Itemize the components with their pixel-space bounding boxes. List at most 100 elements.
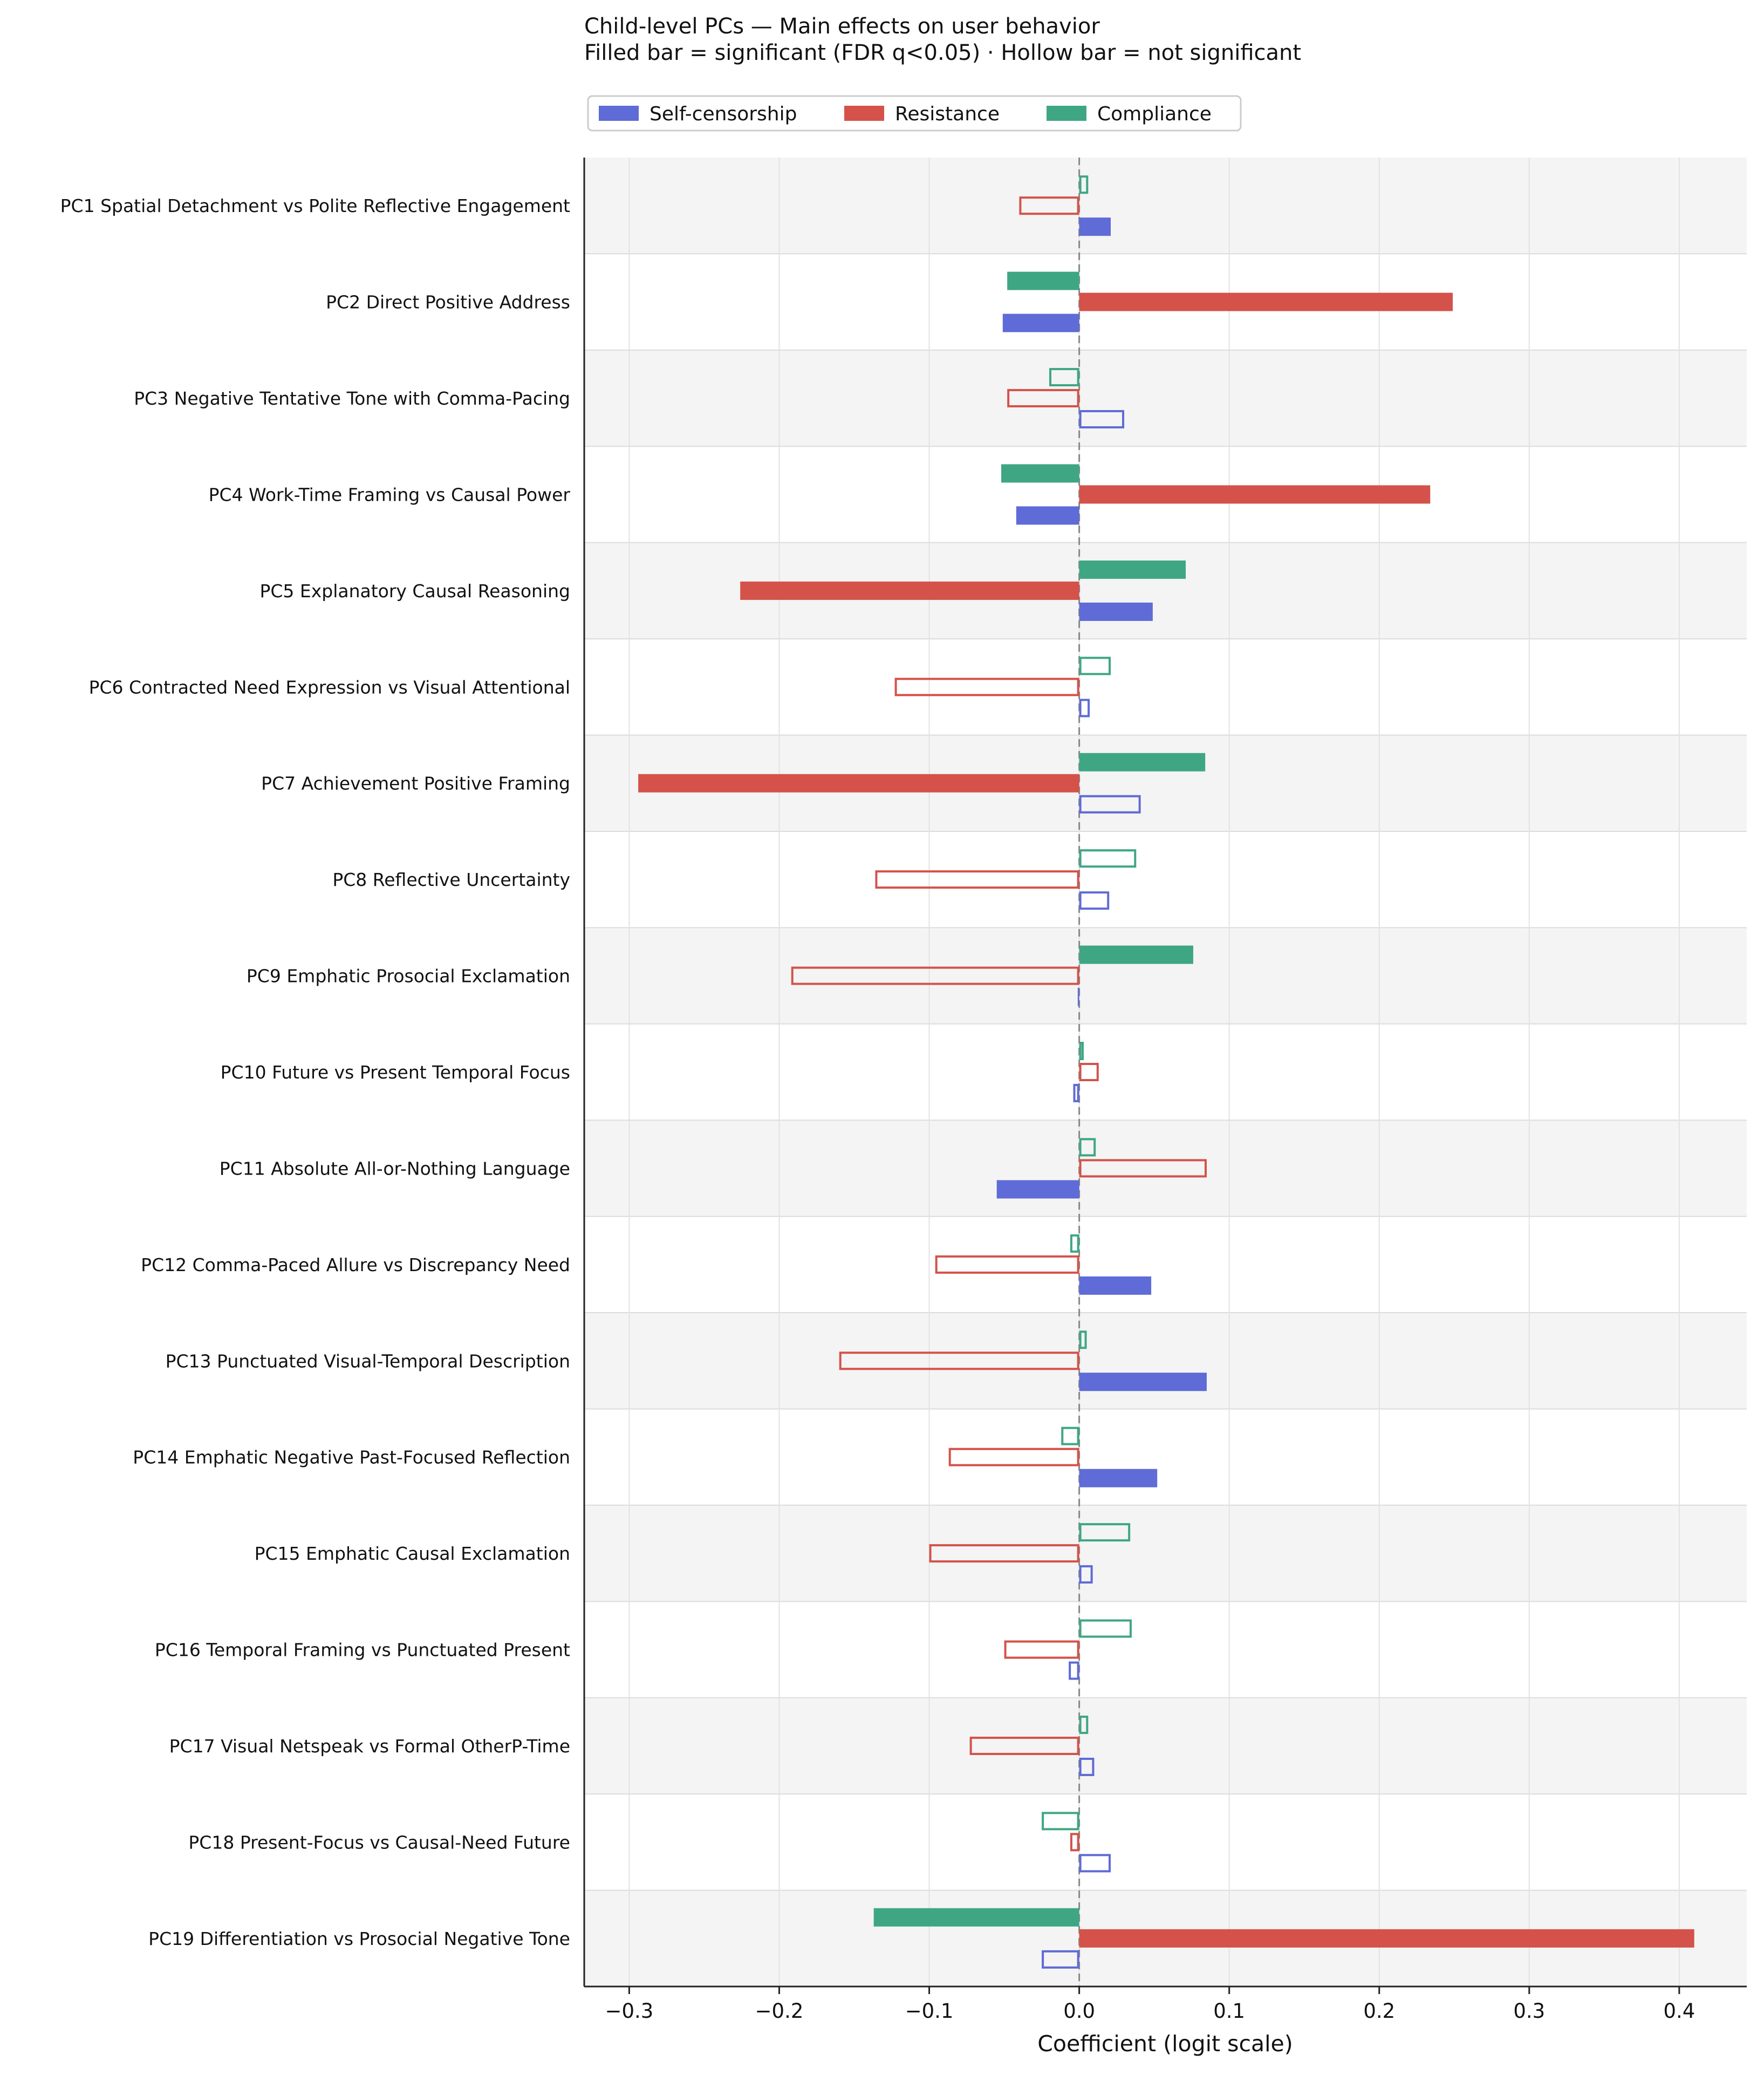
category-label-pc13: PC13 Punctuated Visual-Temporal Descript…	[166, 1350, 570, 1371]
category-label-pc18: PC18 Present-Focus vs Causal-Need Future	[188, 1832, 570, 1853]
category-label-pc3: PC3 Negative Tentative Tone with Comma-P…	[134, 388, 570, 409]
bar-resistance-pc17	[969, 1736, 1079, 1755]
bar-resistance-pc9	[791, 966, 1079, 985]
legend-swatch-self-censorship	[599, 106, 639, 121]
x-tick-label: −0.3	[605, 1999, 653, 2023]
bar-resistance-pc7	[638, 774, 1079, 793]
category-label-pc16: PC16 Temporal Framing vs Punctuated Pres…	[155, 1640, 570, 1661]
bar-self-censorship-pc12	[1079, 1276, 1152, 1295]
bar-self-censorship-pc18	[1079, 1854, 1111, 1873]
x-tick-label: 0.1	[1213, 1999, 1245, 2023]
chart-title: Child-level PCs — Main effects on user b…	[584, 14, 1100, 39]
bar-resistance-pc4	[1079, 485, 1431, 504]
row-band	[584, 1505, 1747, 1602]
category-label-pc2: PC2 Direct Positive Address	[326, 292, 570, 313]
category-label-pc5: PC5 Explanatory Causal Reasoning	[259, 581, 570, 602]
x-axis: −0.3 −0.2 −0.1 0.0 0.1 0.2 0.3 0.4	[583, 158, 1747, 2023]
bar-compliance-pc14	[1061, 1426, 1079, 1445]
legend: Self-censorship Resistance Compliance	[587, 95, 1242, 132]
row-band	[584, 158, 1747, 254]
bar-resistance-pc8	[875, 870, 1079, 889]
category-label-pc17: PC17 Visual Netspeak vs Formal OtherP-Ti…	[169, 1736, 570, 1757]
x-tick-label: 0.0	[1063, 1999, 1095, 2023]
x-tick-label: −0.2	[755, 1999, 804, 2023]
bar-compliance-pc1	[1079, 175, 1089, 194]
bar-compliance-pc19	[873, 1908, 1079, 1927]
bar-resistance-pc16	[1004, 1640, 1079, 1659]
bar-resistance-pc2	[1079, 292, 1453, 311]
bar-resistance-pc13	[839, 1352, 1079, 1370]
legend-frame	[587, 95, 1242, 132]
category-label-pc14: PC14 Emphatic Negative Past-Focused Refl…	[133, 1447, 570, 1468]
bar-compliance-pc8	[1079, 849, 1137, 868]
bar-compliance-pc7	[1079, 753, 1206, 772]
bar-compliance-pc16	[1079, 1619, 1132, 1638]
bar-compliance-pc9	[1079, 945, 1193, 964]
bar-self-censorship-pc4	[1016, 506, 1079, 525]
row-band	[584, 350, 1747, 447]
bar-self-censorship-pc3	[1079, 410, 1125, 429]
bar-resistance-pc6	[894, 678, 1079, 697]
category-label-pc9: PC9 Emphatic Prosocial Exclamation	[247, 966, 570, 987]
bar-self-censorship-pc14	[1079, 1469, 1158, 1487]
bar-compliance-pc2	[1007, 271, 1079, 290]
legend-label-self-censorship: Self-censorship	[649, 103, 797, 125]
bar-compliance-pc18	[1042, 1812, 1079, 1831]
category-label-pc11: PC11 Absolute All-or-Nothing Language	[220, 1158, 570, 1179]
x-tick-label: 0.3	[1513, 1999, 1545, 2023]
category-labels: PC1 Spatial Detachment vs Polite Reflect…	[60, 195, 571, 1949]
category-label-pc19: PC19 Differentiation vs Prosocial Negati…	[148, 1928, 570, 1949]
bar-resistance-pc19	[1079, 1929, 1694, 1948]
bar-self-censorship-pc17	[1079, 1757, 1095, 1776]
row-bands	[584, 158, 1747, 1987]
bar-compliance-pc11	[1079, 1138, 1096, 1157]
bar-self-censorship-pc8	[1079, 891, 1110, 910]
chart-subtitle: Filled bar = significant (FDR q<0.05) · …	[584, 40, 1301, 65]
bar-resistance-pc5	[740, 581, 1079, 600]
bar-compliance-pc12	[1070, 1234, 1079, 1253]
legend-label-resistance: Resistance	[895, 103, 1000, 125]
bar-compliance-pc5	[1079, 560, 1186, 579]
bar-resistance-pc14	[948, 1448, 1079, 1466]
category-label-pc8: PC8 Reflective Uncertainty	[332, 869, 570, 890]
category-label-pc7: PC7 Achievement Positive Framing	[261, 773, 570, 794]
row-band	[584, 1313, 1747, 1409]
bar-self-censorship-pc15	[1079, 1565, 1093, 1584]
bar-self-censorship-pc7	[1079, 795, 1141, 814]
bar-compliance-pc6	[1079, 657, 1111, 675]
bars	[638, 175, 1694, 1969]
row-band	[584, 1697, 1747, 1794]
bar-resistance-pc11	[1079, 1159, 1207, 1178]
x-axis-title: Coefficient (logit scale)	[1037, 2031, 1293, 2057]
bar-self-censorship-pc13	[1079, 1373, 1207, 1391]
row-band	[584, 1120, 1747, 1217]
legend-label-compliance: Compliance	[1097, 103, 1212, 125]
bar-compliance-pc4	[1001, 464, 1079, 483]
bar-resistance-pc3	[1007, 389, 1079, 408]
bar-resistance-pc10	[1079, 1063, 1099, 1081]
bar-resistance-pc15	[929, 1544, 1079, 1563]
category-label-pc6: PC6 Contracted Need Expression vs Visual…	[89, 677, 570, 698]
bar-compliance-pc15	[1079, 1523, 1131, 1542]
bar-self-censorship-pc2	[1002, 313, 1079, 332]
bar-compliance-pc10	[1079, 1042, 1084, 1060]
bar-self-censorship-pc19	[1042, 1950, 1079, 1969]
category-label-pc4: PC4 Work-Time Framing vs Causal Power	[209, 484, 571, 505]
row-band	[584, 927, 1747, 1024]
bar-resistance-pc18	[1070, 1833, 1079, 1852]
bar-resistance-pc1	[1019, 196, 1079, 215]
legend-swatch-compliance	[1047, 106, 1086, 121]
bar-self-censorship-pc6	[1079, 699, 1090, 718]
category-label-pc12: PC12 Comma-Paced Allure vs Discrepancy N…	[141, 1254, 570, 1275]
x-tick-label: −0.1	[905, 1999, 954, 2023]
bar-self-censorship-pc9	[1077, 987, 1079, 1006]
x-tick-label: 0.4	[1663, 1999, 1695, 2023]
x-tick-label: 0.2	[1363, 1999, 1395, 2023]
bar-self-censorship-pc1	[1079, 217, 1111, 236]
bar-compliance-pc17	[1079, 1715, 1089, 1734]
bar-self-censorship-pc5	[1079, 602, 1153, 621]
bar-self-censorship-pc11	[996, 1180, 1079, 1199]
bar-compliance-pc13	[1079, 1330, 1087, 1349]
category-label-pc1: PC1 Spatial Detachment vs Polite Reflect…	[60, 195, 570, 216]
